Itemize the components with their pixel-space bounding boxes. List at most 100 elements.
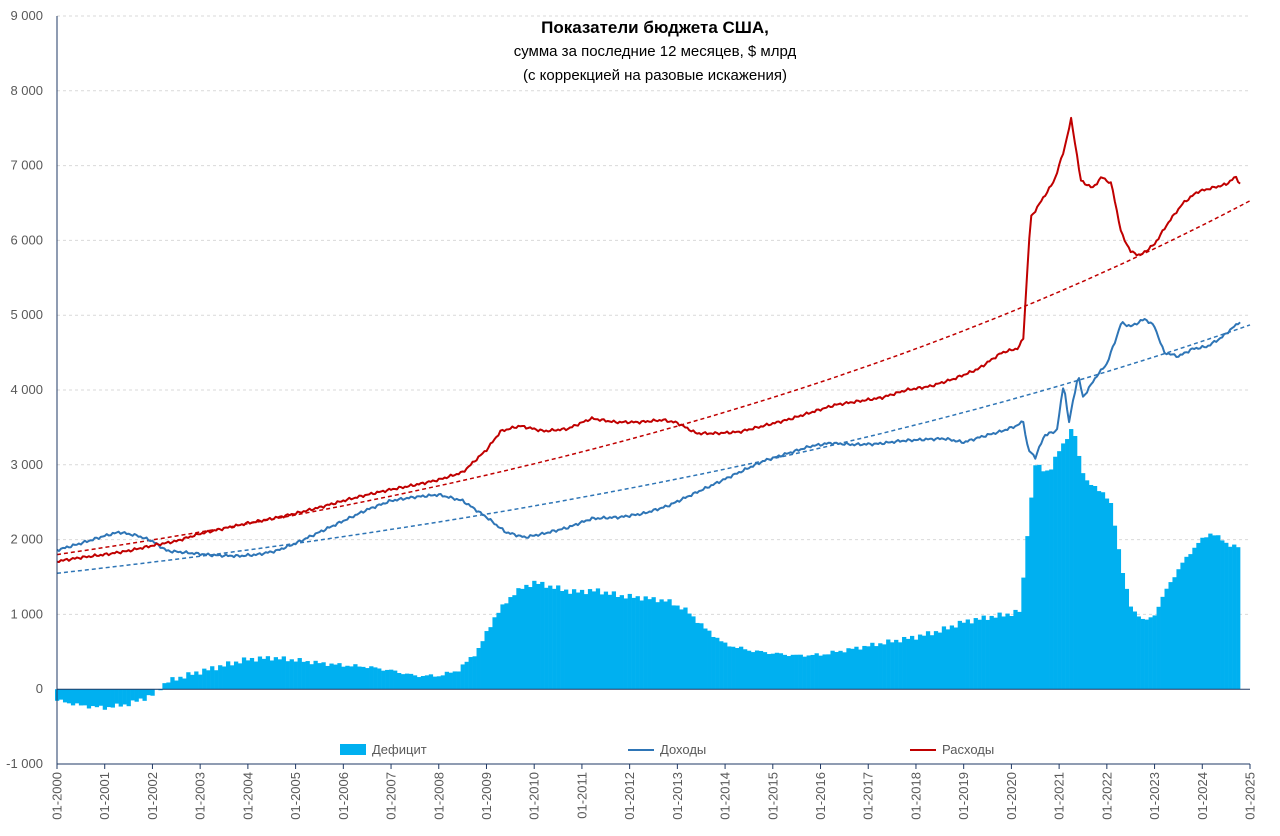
deficit-bar (647, 599, 652, 690)
deficit-bar (778, 653, 784, 690)
deficit-bar (671, 605, 676, 690)
deficit-bar (619, 595, 624, 690)
deficit-bar (989, 615, 994, 690)
deficit-bar (973, 618, 978, 690)
deficit-bar (436, 676, 442, 690)
y-tick-label: -1 000 (6, 756, 43, 771)
legend-spending-swatch (910, 748, 936, 751)
deficit-bar (500, 604, 505, 690)
deficit-bar (142, 689, 147, 701)
deficit-bar (830, 650, 835, 690)
deficit-bar (814, 653, 819, 690)
deficit-bar (528, 587, 533, 690)
deficit-bar (798, 654, 803, 690)
deficit-bar (631, 597, 636, 690)
deficit-bar (568, 593, 573, 690)
deficit-bar (866, 646, 871, 690)
deficit-bar (599, 594, 605, 690)
deficit-bar (699, 623, 704, 690)
legend-revenue-swatch (628, 748, 654, 751)
x-tick-label: 01-2024 (1195, 772, 1210, 820)
deficit-bar (1128, 606, 1133, 690)
deficit-bar (70, 689, 76, 706)
y-tick-label: 7 000 (10, 158, 43, 173)
deficit-bar (746, 650, 752, 690)
x-tick-label: 01-2001 (97, 772, 112, 820)
deficit-bar (906, 638, 911, 690)
x-tick-label: 01-2013 (670, 772, 685, 820)
deficit-bar (643, 596, 648, 690)
deficit-bar (397, 673, 402, 690)
deficit-bar (1057, 451, 1062, 690)
deficit-bar (1172, 577, 1177, 690)
deficit-bar (993, 617, 998, 690)
deficit-bar (361, 666, 366, 690)
deficit-bar (389, 669, 394, 690)
deficit-bar (428, 674, 434, 690)
legend-revenue-label: Доходы (660, 742, 707, 757)
deficit-bar (186, 672, 191, 690)
deficit-bar (532, 580, 537, 690)
deficit-bar (488, 627, 493, 690)
deficit-bar (850, 648, 855, 690)
chart-title-block: Показатели бюджета США, сумма за последн… (430, 16, 880, 88)
deficit-bar (94, 689, 100, 708)
y-tick-label: 0 (36, 681, 43, 696)
series-lines (56, 116, 1241, 563)
deficit-bar (420, 676, 426, 690)
deficit-bar (285, 661, 290, 690)
deficit-bar (544, 587, 549, 690)
deficit-bar (249, 657, 255, 690)
deficit-bar (548, 585, 553, 690)
deficit-bar (194, 671, 199, 690)
x-tick-label: 01-2007 (384, 772, 399, 820)
x-tick-label: 01-2012 (622, 772, 637, 820)
deficit-bar (408, 673, 414, 690)
deficit-bar (766, 654, 772, 690)
deficit-bar (945, 629, 951, 690)
deficit-bar (245, 660, 251, 690)
deficit-bar (496, 612, 501, 690)
deficit-bar (1196, 542, 1201, 690)
deficit-bar (933, 631, 939, 690)
deficit-bar (393, 670, 398, 690)
x-tick-label: 01-2022 (1099, 772, 1114, 820)
y-tick-label: 9 000 (10, 8, 43, 23)
deficit-bar (886, 639, 891, 690)
deficit-bar (74, 689, 80, 704)
deficit-bar (480, 641, 485, 690)
deficit-bar (770, 653, 776, 690)
deficit-bar (341, 666, 346, 690)
deficit-bar (1069, 429, 1074, 690)
x-tick-label: 01-2006 (336, 772, 351, 820)
deficit-bar (182, 678, 187, 690)
deficit-bar (452, 671, 457, 690)
legend-deficit-label: Дефицит (372, 742, 427, 757)
deficit-bar (1080, 473, 1086, 690)
deficit-bar (1144, 619, 1149, 690)
deficit-bar (921, 635, 927, 690)
deficit-bar (965, 619, 970, 690)
deficit-bar (1152, 615, 1157, 690)
deficit-bar (1100, 492, 1106, 690)
deficit-bar (102, 689, 108, 710)
deficit-bar (564, 589, 569, 690)
x-tick-label: 01-2018 (908, 772, 923, 820)
deficit-bar (476, 648, 481, 690)
deficit-bar (1204, 537, 1209, 690)
deficit-bar (794, 654, 799, 690)
deficit-bar (293, 661, 298, 690)
deficit-bar (444, 671, 450, 690)
deficit-bar (333, 664, 338, 690)
deficit-bar (826, 654, 831, 690)
y-tick-label: 1 000 (10, 606, 43, 621)
deficit-bar (1116, 549, 1122, 690)
deficit-bar (1168, 582, 1173, 690)
deficit-bar (560, 591, 565, 690)
deficit-bar (1092, 486, 1098, 690)
deficit-bar (1053, 456, 1058, 690)
deficit-bar (675, 605, 680, 690)
deficit-bar (941, 626, 947, 690)
deficit-bar (981, 615, 986, 690)
